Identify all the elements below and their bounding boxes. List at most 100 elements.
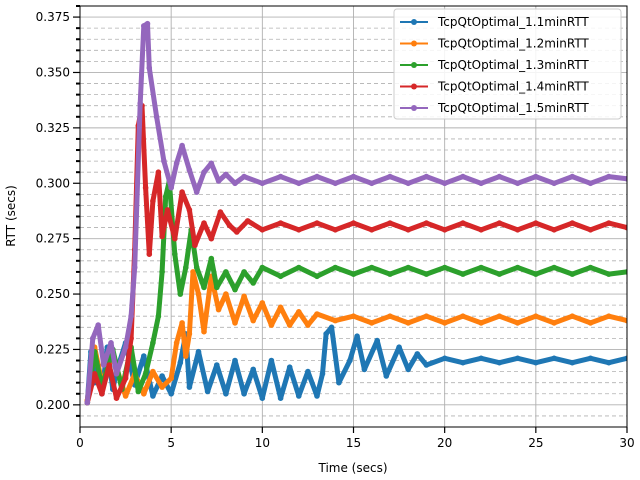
data-point [387, 271, 393, 277]
data-point [314, 273, 320, 280]
legend-item: TcpQtOptimal_1.4minRTT [400, 80, 589, 94]
data-point [441, 227, 448, 233]
data-point [153, 114, 160, 120]
legend-label: TcpQtOptimal_1.2minRTT [437, 37, 589, 51]
data-point [387, 220, 393, 226]
data-point [296, 264, 302, 271]
data-point [232, 180, 238, 187]
data-point [441, 355, 448, 362]
data-point [186, 384, 193, 390]
data-point [250, 280, 256, 286]
legend-marker [411, 19, 417, 25]
data-point [319, 371, 326, 377]
data-point [314, 393, 320, 399]
data-point [332, 264, 339, 271]
data-point [533, 271, 539, 277]
data-point [374, 337, 381, 344]
x-tick-label: 15 [346, 436, 361, 450]
data-point [217, 209, 224, 215]
data-point [201, 169, 207, 175]
data-point [606, 313, 612, 320]
data-point [314, 173, 320, 180]
data-point [259, 395, 266, 402]
series-line [84, 178, 627, 406]
data-point [159, 373, 165, 379]
data-point [405, 320, 412, 326]
data-point [179, 142, 185, 149]
data-point [423, 362, 430, 368]
data-point [350, 271, 357, 277]
data-point [460, 220, 466, 226]
y-tick-label: 0.225 [36, 342, 70, 356]
data-point [241, 173, 247, 180]
data-point [137, 100, 143, 107]
legend-item: TcpQtOptimal_1.2minRTT [400, 37, 589, 51]
legend-marker [411, 105, 417, 111]
y-tick-label: 0.275 [36, 232, 70, 246]
data-point [135, 388, 142, 395]
data-point [201, 220, 207, 226]
data-point [162, 193, 169, 200]
data-point [368, 227, 375, 233]
data-point [478, 264, 484, 271]
data-point [155, 169, 162, 175]
x-tick-label: 5 [167, 436, 175, 450]
data-point [159, 269, 165, 275]
data-point [177, 359, 184, 366]
data-point [460, 359, 466, 366]
data-point [587, 180, 594, 187]
data-point [368, 180, 375, 187]
data-point [91, 371, 98, 377]
data-point [551, 264, 557, 271]
data-point [173, 340, 180, 346]
data-point [587, 355, 594, 362]
data-point [164, 207, 171, 213]
data-point [142, 371, 149, 377]
data-point [168, 184, 174, 191]
data-point [277, 304, 284, 311]
x-tick-label: 20 [437, 436, 452, 450]
legend-marker [411, 40, 417, 47]
data-point [195, 291, 202, 297]
data-point [332, 227, 339, 233]
legend-marker [411, 83, 417, 90]
data-point [296, 180, 302, 187]
data-point [141, 353, 147, 359]
data-point [106, 362, 112, 368]
data-point [405, 264, 412, 271]
y-tick-label: 0.200 [36, 398, 70, 412]
data-point [155, 313, 162, 320]
data-point [441, 180, 448, 187]
data-point [423, 220, 430, 226]
legend-marker [411, 62, 417, 68]
data-point [183, 264, 189, 271]
data-point [259, 300, 266, 306]
data-point [150, 340, 156, 346]
data-point [223, 291, 229, 297]
legend-item: TcpQtOptimal_1.1minRTT [400, 15, 589, 29]
data-point [214, 362, 220, 368]
data-point [215, 306, 222, 313]
data-point [128, 313, 134, 320]
data-point [215, 178, 222, 184]
data-point [387, 313, 393, 320]
data-point [460, 271, 466, 277]
data-point [195, 348, 202, 355]
y-tick-label: 0.250 [36, 287, 70, 301]
data-point [624, 224, 627, 231]
y-tick-label: 0.300 [36, 176, 70, 190]
legend-label: TcpQtOptimal_1.1minRTT [437, 15, 589, 29]
data-point [214, 284, 220, 291]
data-point [551, 355, 557, 362]
data-point [350, 220, 357, 226]
data-point [286, 364, 293, 371]
x-axis-label: Time (secs) [317, 461, 387, 475]
data-point [179, 189, 185, 195]
data-point [190, 269, 196, 275]
series-layer [84, 20, 627, 406]
data-point [496, 173, 503, 180]
data-point [268, 322, 275, 328]
legend-label: TcpQtOptimal_1.4minRTT [437, 80, 589, 94]
data-point [368, 320, 375, 326]
series-1 [84, 324, 627, 406]
